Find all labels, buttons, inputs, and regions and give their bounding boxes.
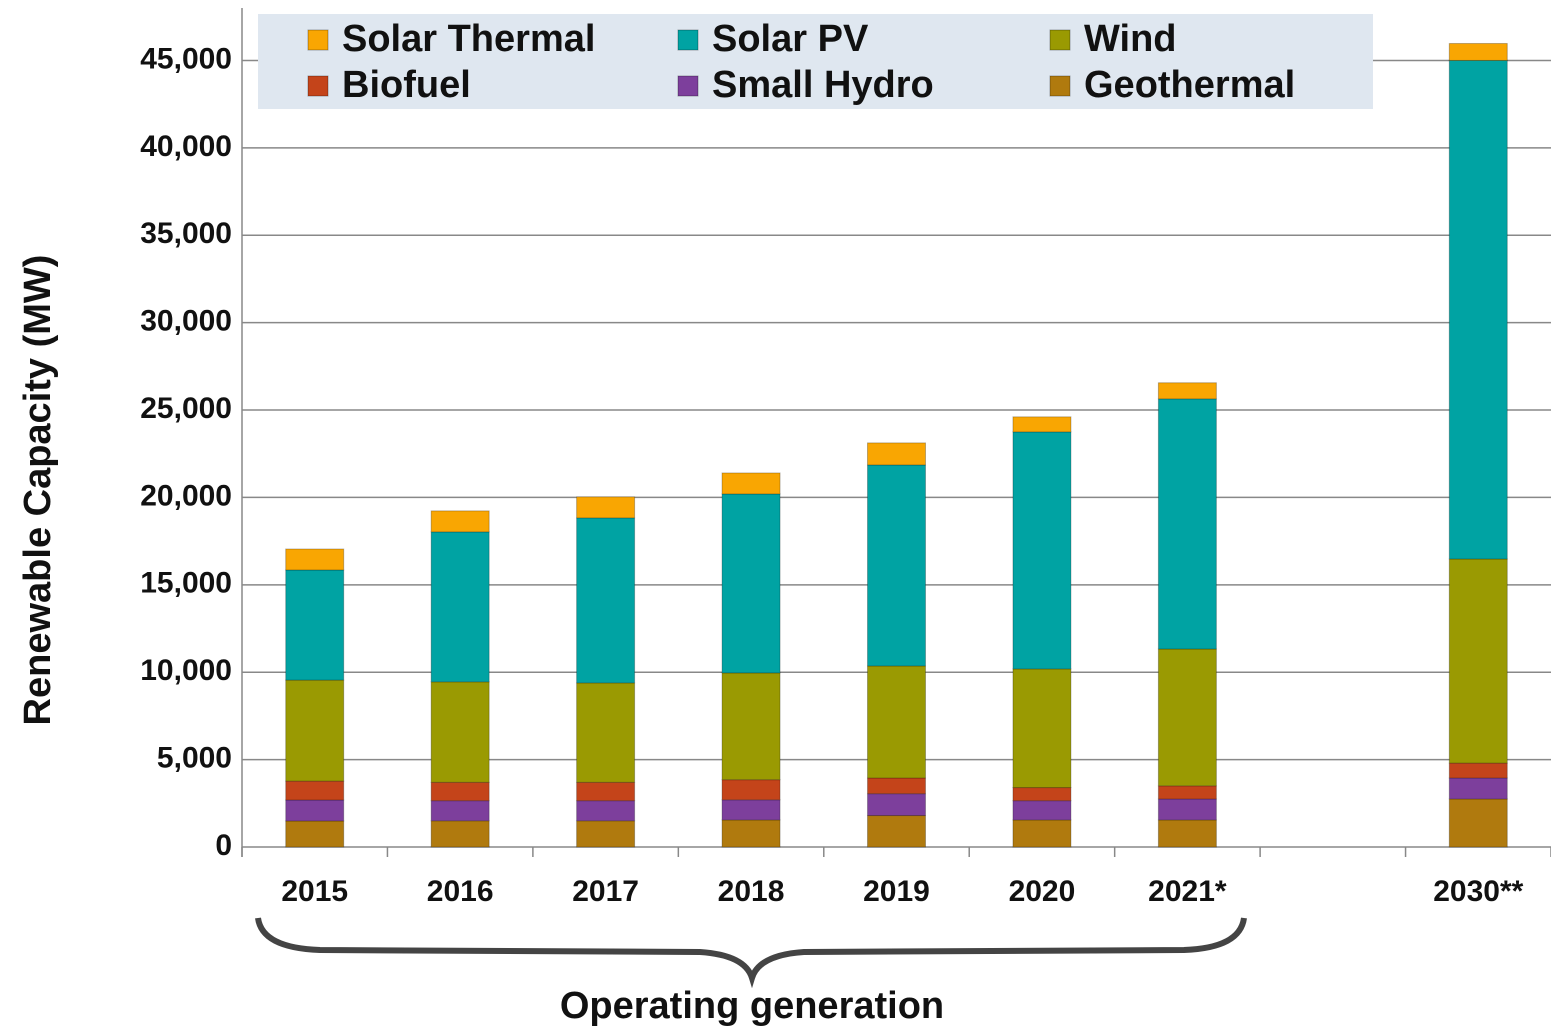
bar-segment xyxy=(1157,382,1217,400)
bar-segment xyxy=(285,780,345,801)
annotation: Operating generation xyxy=(560,985,944,1027)
bar-segment xyxy=(1012,416,1072,433)
bar-segment xyxy=(430,681,490,783)
bar-segment xyxy=(1157,798,1217,821)
bar-segment xyxy=(576,820,636,848)
y-tick-label: 40,000 xyxy=(140,130,232,163)
bar-segment xyxy=(285,569,345,681)
bar-segment xyxy=(576,800,636,822)
bar-segment xyxy=(1448,762,1508,779)
bar-segment xyxy=(1157,785,1217,800)
y-tick-label: 30,000 xyxy=(140,305,232,338)
bar-segment xyxy=(1448,777,1508,800)
legend-label: Solar PV xyxy=(712,18,869,60)
bar-segment xyxy=(430,820,490,848)
y-tick-label: 15,000 xyxy=(140,567,232,600)
bar-segment xyxy=(1157,648,1217,787)
y-tick-label: 45,000 xyxy=(140,42,232,75)
bar-segment xyxy=(576,781,636,802)
bar-segment xyxy=(285,820,345,848)
bar-segment xyxy=(1448,558,1508,764)
bar-segment xyxy=(430,800,490,822)
bar-segment xyxy=(721,819,781,848)
legend-label: Wind xyxy=(1084,18,1177,60)
bar-segment xyxy=(867,793,926,817)
bar-segment xyxy=(576,496,636,519)
legend-label: Solar Thermal xyxy=(342,18,595,60)
legend-label: Geothermal xyxy=(1084,64,1295,106)
bar-segment xyxy=(721,493,781,674)
bar-segment xyxy=(285,799,345,822)
bar-segment xyxy=(867,442,926,466)
legend-label: Small Hydro xyxy=(712,64,934,106)
bar-segment xyxy=(721,672,781,781)
y-tick-label: 10,000 xyxy=(140,654,232,687)
bar-segment xyxy=(867,665,926,779)
legend-label: Biofuel xyxy=(342,64,471,106)
bar-segment xyxy=(576,682,636,783)
legend-swatch xyxy=(677,29,699,51)
legend-swatch xyxy=(307,75,329,97)
x-tick-label: 2017 xyxy=(572,875,639,908)
bar-segment xyxy=(867,464,926,667)
bar-segment xyxy=(1012,668,1072,789)
bar-segment xyxy=(721,779,781,801)
legend-swatch xyxy=(677,75,699,97)
bar-segment xyxy=(430,531,490,683)
bar-segment xyxy=(576,517,636,684)
bar-segment xyxy=(430,781,490,802)
legend-swatch xyxy=(1049,29,1071,51)
bar-segment xyxy=(1012,819,1072,848)
x-tick-label: 2030** xyxy=(1433,875,1523,908)
y-tick-label: 5,000 xyxy=(157,742,232,775)
bar-segment xyxy=(867,815,926,848)
bar-segment xyxy=(1012,431,1072,670)
y-tick-label: 0 xyxy=(215,829,232,862)
x-tick-label: 2019 xyxy=(863,875,930,908)
y-tick-label: 25,000 xyxy=(140,392,232,425)
legend-box xyxy=(258,14,1373,109)
x-tick-label: 2015 xyxy=(281,875,348,908)
x-tick-label: 2020 xyxy=(1009,875,1076,908)
y-tick-label: 35,000 xyxy=(140,217,232,250)
bar-segment xyxy=(1448,42,1508,61)
x-tick-label: 2018 xyxy=(718,875,785,908)
bar-segment xyxy=(1012,787,1072,802)
legend-swatch xyxy=(1049,75,1071,97)
legend-swatch xyxy=(307,29,329,51)
brace xyxy=(255,917,1247,989)
x-tick-label: 2021* xyxy=(1148,875,1227,908)
bar-segment xyxy=(1157,819,1217,848)
x-tick-label: 2016 xyxy=(427,875,494,908)
bar-segment xyxy=(430,510,490,533)
bar-segment xyxy=(867,777,926,795)
y-axis-label: Renewable Capacity (MW) xyxy=(17,255,59,726)
bar-segment xyxy=(285,679,345,782)
bar-segment xyxy=(1448,798,1508,848)
bar-segment xyxy=(1448,59,1508,560)
bar-segment xyxy=(1157,398,1217,650)
bar-segment xyxy=(285,548,345,571)
y-tick-label: 20,000 xyxy=(140,479,232,512)
bar-segment xyxy=(1012,800,1072,821)
bar-segment xyxy=(721,799,781,821)
bar-segment xyxy=(721,472,781,495)
